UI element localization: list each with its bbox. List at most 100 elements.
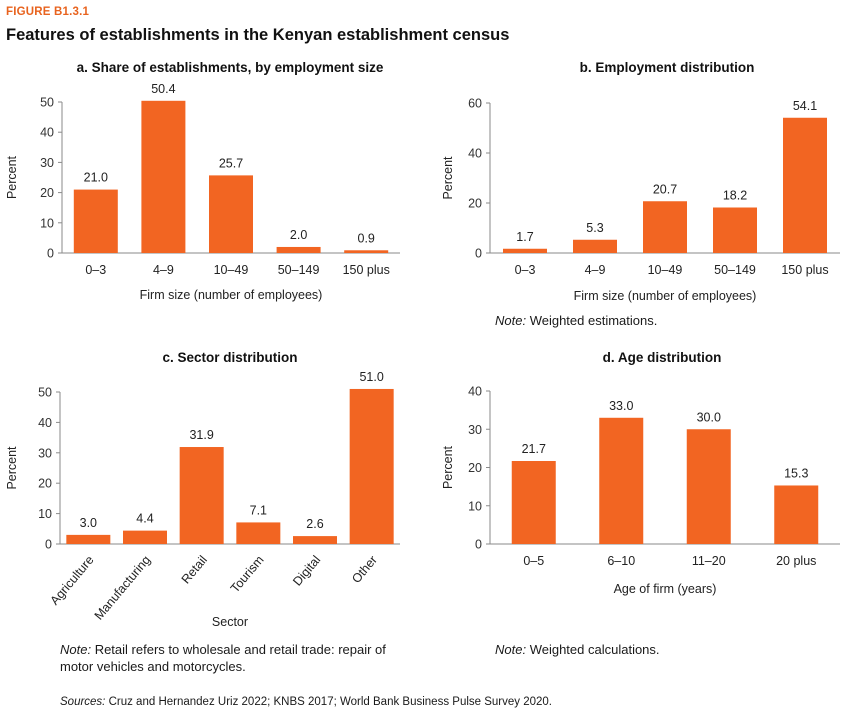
chart-d-data-label: 30.0 [697, 410, 721, 424]
chart-b-category-label: 4–9 [585, 263, 606, 277]
figure-label: FIGURE B1.3.1 [6, 6, 90, 18]
chart-c-ytick-label: 20 [38, 477, 52, 491]
chart-c-bar [349, 388, 394, 544]
chart-b: b. Employment distribution 0 20 40 60 Percent… [441, 60, 840, 303]
chart-d: d. Age distribution 0 10 20 30 40 Percent 21.7 0… [441, 350, 840, 596]
sources-text: Cruz and Hernandez Uriz 2022; KNBS 2017;… [105, 696, 552, 708]
chart-d-bar [511, 460, 556, 544]
chart-b-data-label: 20.7 [653, 182, 677, 196]
chart-a-category-label: 0–3 [85, 263, 106, 277]
chart-a-data-label: 25.7 [219, 156, 243, 170]
chart-c-bar [123, 530, 167, 544]
sources-label: Sources: [60, 696, 106, 708]
chart-d-bar [686, 429, 731, 544]
chart-a-bar [141, 100, 186, 254]
chart-a-category-label: 50–149 [278, 263, 320, 277]
chart-b-ytick-label: 20 [468, 197, 482, 211]
chart-d-ytick-label: 20 [468, 461, 482, 475]
chart-a-data-label: 2.0 [290, 228, 307, 242]
chart-c-data-label: 2.6 [306, 517, 323, 531]
chart-a-ytick-label: 30 [40, 156, 54, 170]
chart-b-bar [783, 117, 827, 253]
chart-d-data-label: 21.7 [522, 442, 546, 456]
chart-d-category-label: 11–20 [692, 554, 726, 568]
chart-d-ytick-label: 30 [468, 423, 482, 437]
chart-a: a. Share of establishments, by employmen… [5, 60, 400, 302]
chart-c-data-label: 4.4 [136, 512, 153, 526]
chart-d-bar [774, 485, 819, 544]
chart-d-title: d. Age distribution [603, 350, 722, 365]
chart-c-category-label: Digital [290, 553, 323, 589]
note-d: Note: Weighted calculations. [495, 641, 660, 658]
chart-b-bar [503, 248, 547, 253]
chart-d-ytick-label: 0 [475, 538, 482, 552]
chart-d-category-label: 20 plus [776, 554, 816, 568]
chart-c-title: c. Sector distribution [162, 350, 297, 365]
chart-c-bar [179, 447, 224, 544]
chart-c-ytick-label: 30 [38, 446, 52, 460]
note-b-text: Weighted estimations. [526, 313, 658, 328]
chart-c-bar [66, 534, 111, 544]
chart-a-category-label: 10–49 [214, 263, 249, 277]
chart-c-ytick-label: 10 [38, 507, 52, 521]
chart-a-bar [276, 246, 321, 253]
chart-a-ytick-label: 0 [47, 247, 54, 261]
chart-a-category-label: 4–9 [153, 263, 174, 277]
chart-c-data-label: 51.0 [359, 370, 383, 384]
chart-a-category-label: 150 plus [343, 263, 390, 277]
chart-d-ytick-label: 10 [468, 499, 482, 513]
note-d-label: Note: [495, 642, 527, 657]
note-c-label: Note: [60, 642, 92, 657]
chart-a-bar [73, 189, 118, 253]
chart-a-ytick-label: 50 [40, 96, 54, 110]
chart-c: c. Sector distribution 0 10 20 30 40 50 Percent… [5, 350, 400, 629]
chart-b-bar [643, 201, 687, 253]
chart-d-data-label: 15.3 [784, 466, 808, 480]
chart-b-category-label: 10–49 [648, 263, 683, 277]
chart-d-xlabel: Age of firm (years) [614, 582, 717, 596]
chart-c-category-label: Manufacturing [92, 553, 154, 623]
chart-c-bar [293, 536, 337, 544]
chart-a-ytick-label: 10 [40, 216, 54, 230]
chart-d-category-label: 0–5 [523, 554, 544, 568]
chart-b-category-label: 150 plus [781, 263, 828, 277]
chart-c-ylabel: Percent [5, 446, 19, 490]
chart-c-xlabel: Sector [212, 615, 248, 629]
sources: Sources: Cruz and Hernandez Uriz 2022; K… [60, 696, 552, 708]
chart-b-category-label: 0–3 [515, 263, 536, 277]
chart-a-ytick-label: 20 [40, 186, 54, 200]
chart-c-category-label: Retail [179, 553, 210, 586]
chart-c-data-label: 31.9 [189, 428, 213, 442]
chart-d-ylabel: Percent [441, 445, 455, 489]
chart-a-data-label: 0.9 [358, 231, 375, 245]
chart-c-ytick-label: 50 [38, 386, 52, 400]
chart-b-category-label: 50–149 [714, 263, 756, 277]
chart-b-data-label: 54.1 [793, 99, 817, 113]
chart-c-category-label: Other [349, 553, 380, 586]
chart-a-ytick-label: 40 [40, 126, 54, 140]
figure-title: Features of establishments in the Kenyan… [6, 26, 510, 44]
chart-c-data-label: 7.1 [250, 503, 267, 517]
note-d-text: Weighted calculations. [526, 642, 660, 657]
chart-d-ytick-label: 40 [468, 385, 482, 399]
chart-a-title: a. Share of establishments, by employmen… [77, 60, 384, 75]
chart-b-data-label: 1.7 [516, 230, 533, 244]
chart-c-ytick-label: 0 [45, 538, 52, 552]
chart-b-ytick-label: 40 [468, 147, 482, 161]
chart-b-bar [713, 207, 757, 253]
chart-d-bar [599, 417, 644, 544]
chart-a-ylabel: Percent [5, 155, 19, 199]
chart-b-ytick-label: 60 [468, 97, 482, 111]
note-b: Note: Weighted estimations. [495, 312, 657, 329]
chart-a-xlabel: Firm size (number of employees) [140, 288, 323, 302]
chart-c-data-label: 3.0 [80, 516, 97, 530]
chart-c-ytick-label: 40 [38, 416, 52, 430]
note-b-label: Note: [495, 313, 527, 328]
chart-c-category-label: Tourism [228, 553, 267, 596]
chart-b-ytick-label: 0 [475, 247, 482, 261]
chart-c-bar [236, 522, 281, 544]
chart-a-data-label: 21.0 [84, 171, 108, 185]
chart-b-bar [573, 239, 617, 253]
chart-a-bar [344, 250, 389, 253]
